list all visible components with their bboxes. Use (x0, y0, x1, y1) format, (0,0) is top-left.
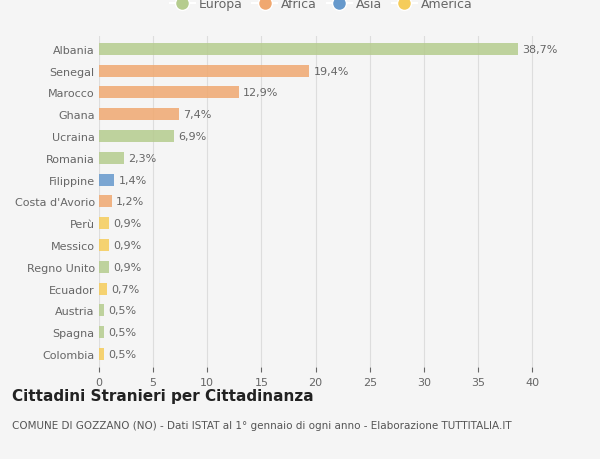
Bar (99, 261, 109, 273)
Bar (99, 131, 174, 143)
Bar (99, 44, 518, 56)
Bar (99, 326, 104, 338)
Bar (99, 283, 107, 295)
Bar (99, 66, 309, 78)
Bar (99, 109, 179, 121)
Text: 2,3%: 2,3% (128, 153, 157, 163)
Text: Cittadini Stranieri per Cittadinanza: Cittadini Stranieri per Cittadinanza (12, 388, 314, 403)
Bar (99, 218, 109, 230)
Bar (99, 87, 239, 99)
Bar (99, 152, 124, 164)
Bar (99, 174, 114, 186)
Text: 0,5%: 0,5% (109, 349, 137, 359)
Text: 1,2%: 1,2% (116, 197, 145, 207)
Bar (99, 240, 109, 252)
Text: 0,5%: 0,5% (109, 327, 137, 337)
Bar (99, 348, 104, 360)
Bar (99, 196, 112, 208)
Text: 12,9%: 12,9% (243, 88, 278, 98)
Text: 7,4%: 7,4% (184, 110, 212, 120)
Text: 6,9%: 6,9% (178, 132, 206, 142)
Legend: Europa, Africa, Asia, America: Europa, Africa, Asia, America (170, 0, 472, 11)
Text: 0,7%: 0,7% (111, 284, 139, 294)
Bar (99, 305, 104, 317)
Text: 38,7%: 38,7% (523, 45, 558, 55)
Text: COMUNE DI GOZZANO (NO) - Dati ISTAT al 1° gennaio di ogni anno - Elaborazione TU: COMUNE DI GOZZANO (NO) - Dati ISTAT al 1… (12, 420, 512, 430)
Text: 0,9%: 0,9% (113, 241, 142, 251)
Text: 19,4%: 19,4% (313, 67, 349, 77)
Text: 0,9%: 0,9% (113, 262, 142, 272)
Text: 0,5%: 0,5% (109, 306, 137, 316)
Text: 0,9%: 0,9% (113, 218, 142, 229)
Text: 1,4%: 1,4% (118, 175, 147, 185)
